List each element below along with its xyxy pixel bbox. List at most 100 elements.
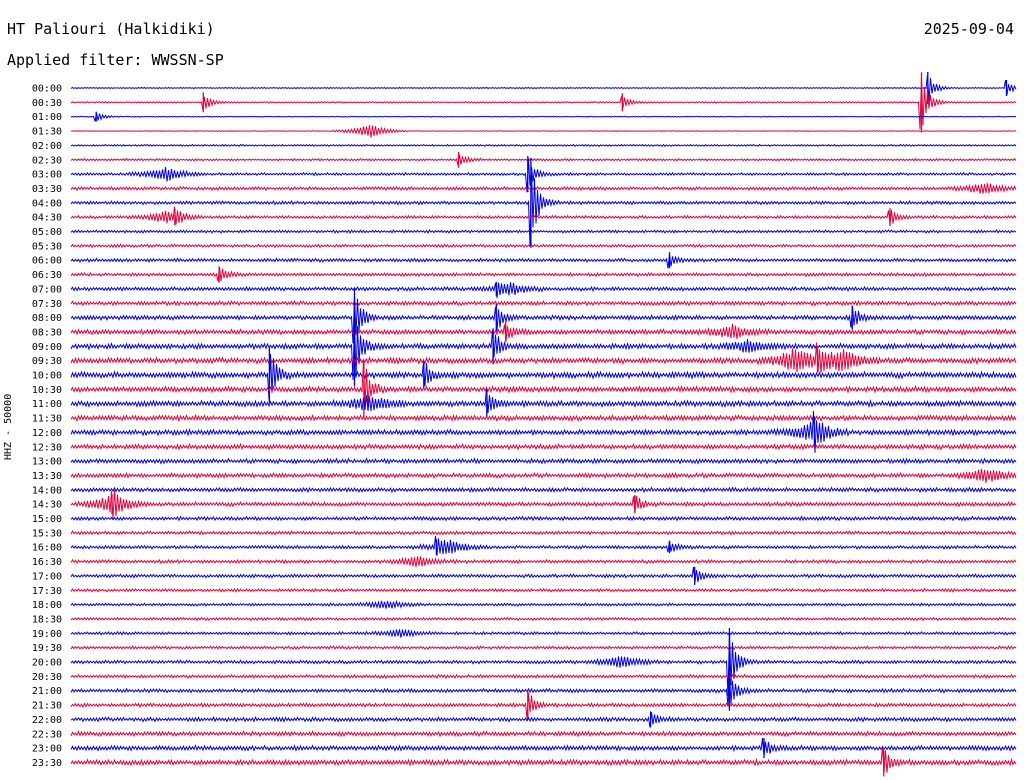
hour-label: 10:30	[32, 385, 62, 396]
trace-line	[70, 112, 1017, 122]
hour-label: 12:30	[32, 442, 62, 453]
hour-label: 03:30	[32, 184, 62, 195]
hour-label: 02:00	[32, 141, 62, 152]
trace-line	[70, 457, 1017, 465]
hour-label: 09:30	[32, 356, 62, 367]
hour-label: 18:30	[32, 614, 62, 625]
trace-line	[70, 229, 1017, 235]
hour-label: 10:00	[32, 371, 62, 382]
trace-line	[70, 266, 1017, 282]
trace-line	[70, 294, 1017, 344]
hour-label: 22:00	[32, 715, 62, 726]
hour-label: 15:00	[32, 514, 62, 525]
trace-line	[70, 692, 1017, 719]
hour-label: 15:30	[32, 528, 62, 539]
trace-line	[70, 360, 1017, 407]
trace-line	[70, 587, 1017, 593]
trace-line	[70, 183, 1017, 194]
trace-line	[70, 413, 1017, 423]
trace-line	[70, 630, 1017, 696]
trace-line	[70, 746, 1017, 774]
hour-label: 16:30	[32, 557, 62, 568]
hour-label: 06:30	[32, 270, 62, 281]
hour-label: 13:00	[32, 457, 62, 468]
hour-label: 01:30	[32, 127, 62, 138]
trace-line	[70, 158, 1017, 193]
trace-line	[70, 489, 1017, 520]
hour-label: 18:00	[32, 600, 62, 611]
trace-line	[70, 353, 1017, 400]
trace-line	[70, 154, 1017, 166]
hour-label: 17:30	[32, 586, 62, 597]
trace-line	[70, 738, 1017, 757]
trace-line	[70, 282, 1017, 299]
hour-label: 08:00	[32, 313, 62, 324]
trace-line	[70, 730, 1017, 738]
hour-label: 23:30	[32, 758, 62, 769]
trace-line	[70, 468, 1017, 483]
hour-label: 06:00	[32, 256, 62, 267]
hour-label: 14:30	[32, 500, 62, 511]
trace-line	[70, 75, 1017, 130]
hour-label: 19:30	[32, 643, 62, 654]
trace-line	[70, 567, 1017, 583]
trace-line	[70, 535, 1017, 556]
hour-label: 11:00	[32, 399, 62, 410]
trace-line	[70, 319, 1017, 380]
date-label: 2025-09-04	[923, 20, 1014, 38]
trace-line	[70, 442, 1017, 451]
trace-line	[70, 673, 1017, 707]
hour-label: 00:30	[32, 98, 62, 109]
trace-line	[70, 388, 1017, 413]
trace-line	[70, 143, 1017, 148]
hour-label: 00:00	[32, 84, 62, 95]
hour-label: 12:00	[32, 428, 62, 439]
trace-line	[70, 342, 1017, 374]
trace-line	[70, 529, 1017, 536]
hour-label: 16:00	[32, 543, 62, 554]
trace-line	[70, 645, 1017, 651]
trace-line	[70, 323, 1017, 342]
hour-label: 22:30	[32, 729, 62, 740]
hour-label: 23:00	[32, 744, 62, 755]
hour-label: 14:00	[32, 485, 62, 496]
trace-line	[70, 299, 1017, 307]
hour-label: 02:30	[32, 155, 62, 166]
trace-line	[70, 486, 1017, 494]
trace-line	[70, 243, 1017, 249]
hour-label: 03:00	[32, 170, 62, 181]
trace-line	[70, 616, 1017, 622]
hour-label: 20:00	[32, 658, 62, 669]
hour-label: 13:30	[32, 471, 62, 482]
hour-label: 08:30	[32, 327, 62, 338]
hour-label: 11:30	[32, 414, 62, 425]
trace-line	[70, 556, 1017, 568]
hour-label: 05:30	[32, 241, 62, 252]
trace-line	[70, 125, 1017, 138]
hour-label: 05:00	[32, 227, 62, 238]
hour-label: 19:00	[32, 629, 62, 640]
hour-label: 04:00	[32, 198, 62, 209]
hour-label: 21:30	[32, 701, 62, 712]
filter-label: Applied filter: WWSSN-SP	[7, 51, 224, 69]
trace-line	[70, 599, 1017, 610]
hour-label: 07:30	[32, 299, 62, 310]
trace-line	[70, 167, 1017, 247]
hour-label: 17:00	[32, 571, 62, 582]
trace-line	[70, 410, 1017, 453]
trace-line	[70, 515, 1017, 522]
trace-line	[70, 206, 1017, 225]
trace-line	[70, 712, 1017, 728]
hour-label: 20:30	[32, 672, 62, 683]
trace-line	[70, 74, 1017, 102]
hour-label: 04:30	[32, 213, 62, 224]
hour-label: 01:00	[32, 112, 62, 123]
hour-label: 09:00	[32, 342, 62, 353]
trace-line	[70, 254, 1017, 269]
hour-label: 21:00	[32, 686, 62, 697]
trace-line	[70, 673, 1017, 680]
hour-label: 07:00	[32, 284, 62, 295]
station-title: HT Paliouri (Halkidiki)	[7, 20, 215, 38]
trace-line	[70, 628, 1017, 638]
